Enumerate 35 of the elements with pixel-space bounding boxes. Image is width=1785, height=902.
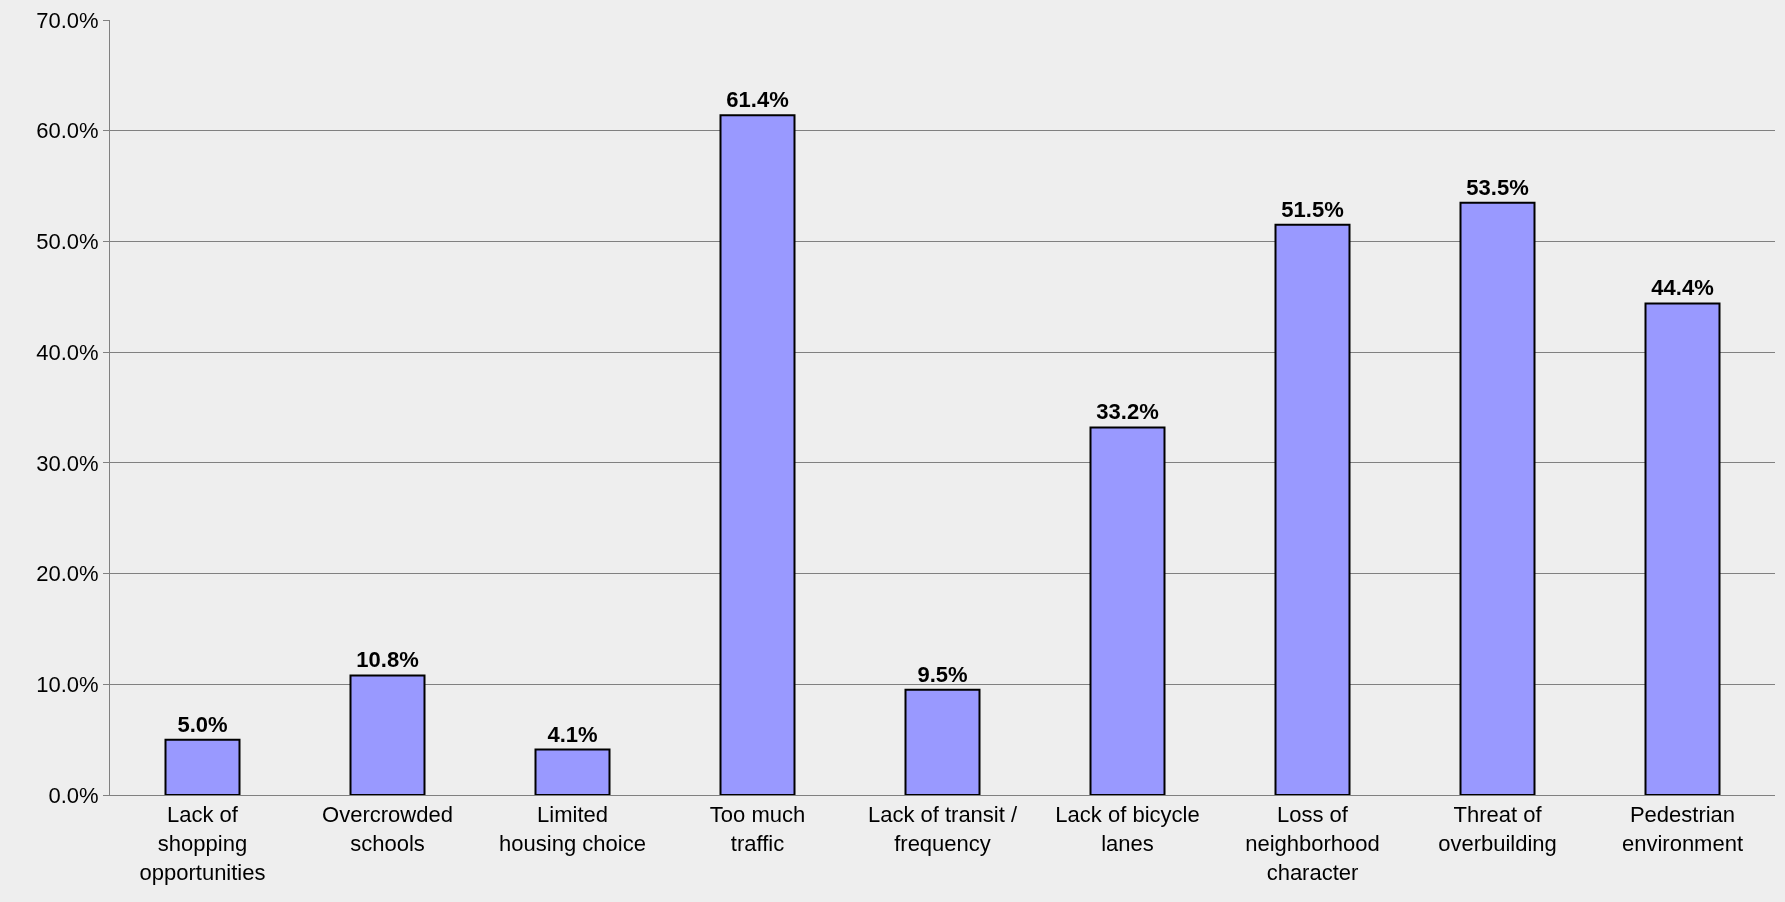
x-tick-label: Too much traffic (709, 802, 806, 856)
y-tick-label: 50.0% (36, 229, 99, 255)
y-tick-label: 30.0% (36, 450, 99, 476)
data-label: 61.4% (726, 87, 789, 113)
x-tick-label: Overcrowded schools (322, 802, 453, 856)
y-tick-label: 0.0% (48, 782, 99, 808)
y-tick-label: 20.0% (36, 561, 99, 587)
data-label: 10.8% (356, 647, 419, 673)
y-tick-label: 70.0% (36, 7, 99, 33)
data-label: 9.5% (917, 661, 968, 687)
bar (534, 748, 611, 795)
x-tick-label: Loss of neighborhood character (1245, 802, 1380, 885)
data-label: 33.2% (1096, 399, 1159, 425)
data-label: 4.1% (547, 721, 598, 747)
data-label: 44.4% (1651, 275, 1714, 301)
x-tick-label: Threat of overbuilding (1438, 802, 1557, 856)
y-tick-label: 60.0% (36, 118, 99, 144)
bar (1644, 302, 1721, 795)
data-label: 51.5% (1281, 196, 1344, 222)
x-tick-label: Lack of bicycle lanes (1055, 802, 1200, 856)
data-label: 53.5% (1466, 174, 1529, 200)
x-tick-label: Lack of transit / frequency (867, 802, 1018, 856)
x-tick-label: Pedestrian environment (1621, 802, 1744, 856)
bar (904, 688, 981, 795)
bar (1089, 426, 1166, 795)
bar (1459, 201, 1536, 795)
x-tick-label: Lack of shopping opportunities (139, 802, 266, 885)
bar (349, 674, 426, 795)
y-tick-label: 40.0% (36, 339, 99, 365)
y-tick-label: 10.0% (36, 671, 99, 697)
data-label: 5.0% (177, 711, 228, 737)
bar (164, 738, 241, 795)
bar (719, 114, 796, 795)
x-tick-label: Limited housing choice (499, 802, 646, 856)
bar (1274, 223, 1351, 795)
